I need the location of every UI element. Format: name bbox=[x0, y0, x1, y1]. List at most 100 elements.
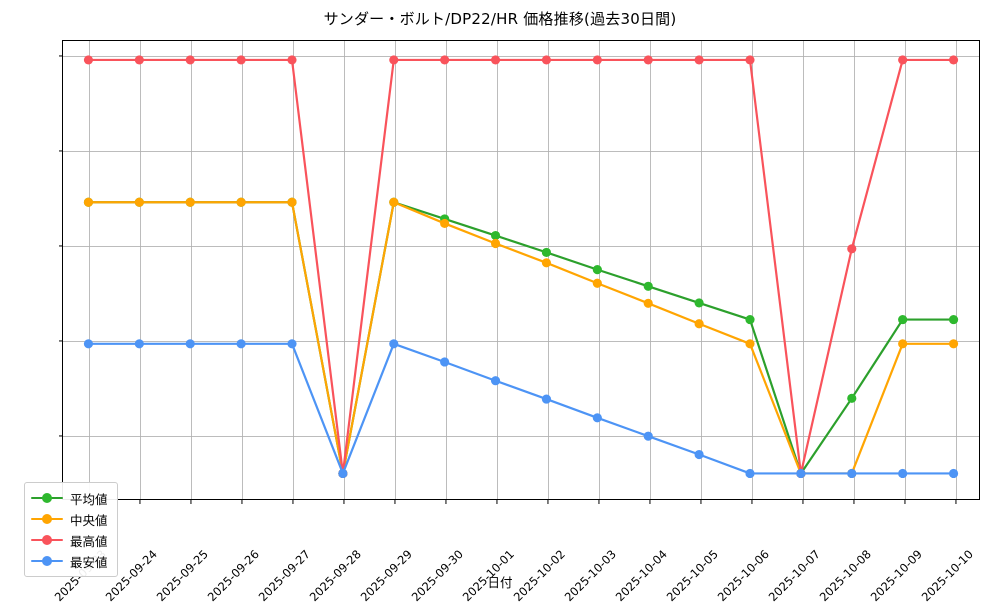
data-point bbox=[83, 197, 94, 207]
data-point bbox=[287, 197, 297, 207]
data-point bbox=[185, 55, 195, 65]
y-axis-tick-mark bbox=[58, 435, 63, 437]
x-axis-tick-mark bbox=[954, 499, 957, 504]
gridline-vertical bbox=[649, 41, 651, 499]
data-point bbox=[185, 197, 195, 207]
legend-item-3[interactable]: 最高値 bbox=[31, 530, 108, 550]
data-point bbox=[643, 281, 653, 291]
data-point bbox=[83, 339, 94, 349]
data-point bbox=[134, 197, 144, 207]
data-point bbox=[898, 55, 908, 65]
data-point bbox=[592, 55, 602, 65]
data-point bbox=[745, 55, 755, 65]
data-point bbox=[948, 339, 959, 349]
chart-legend: 平均値中央値最高値最安値 bbox=[24, 482, 118, 577]
data-point bbox=[847, 468, 857, 479]
gridline-vertical bbox=[598, 41, 600, 499]
data-point bbox=[694, 55, 704, 65]
data-point bbox=[847, 468, 857, 479]
series-4 bbox=[83, 339, 959, 479]
data-point bbox=[694, 449, 704, 460]
data-point bbox=[134, 339, 144, 349]
legend-marker-icon bbox=[31, 533, 63, 547]
y-axis-tick-mark bbox=[58, 150, 63, 152]
gridline-vertical bbox=[343, 41, 345, 499]
y-axis-tick-mark bbox=[58, 55, 63, 57]
series-layer bbox=[83, 55, 959, 479]
data-point bbox=[592, 278, 602, 288]
data-point bbox=[287, 197, 297, 207]
x-axis-tick-mark bbox=[597, 499, 600, 504]
plot-area: 300035004000450050002025-09-232025-09-24… bbox=[51, 40, 980, 604]
data-point bbox=[389, 197, 399, 207]
data-point bbox=[389, 197, 399, 207]
legend-item-2[interactable]: 中央値 bbox=[31, 509, 108, 529]
x-axis-tick-mark bbox=[546, 499, 549, 504]
data-point bbox=[490, 55, 501, 65]
gridline-horizontal bbox=[63, 246, 979, 248]
legend-item-4[interactable]: 最安値 bbox=[31, 551, 108, 571]
data-point bbox=[898, 468, 908, 479]
series-2 bbox=[83, 197, 959, 479]
data-point bbox=[898, 315, 908, 325]
data-point bbox=[236, 339, 246, 349]
gridline-vertical bbox=[955, 41, 957, 499]
gridline-vertical bbox=[88, 41, 90, 499]
legend-marker-icon bbox=[31, 512, 63, 526]
gridline-horizontal bbox=[63, 56, 979, 58]
data-point bbox=[440, 218, 450, 229]
legend-item-label: 最安値 bbox=[70, 554, 108, 570]
data-point bbox=[948, 468, 959, 479]
gridline-vertical bbox=[802, 41, 804, 499]
data-point bbox=[440, 357, 450, 367]
data-point bbox=[796, 468, 806, 479]
gridline-vertical bbox=[496, 41, 498, 499]
gridline-vertical bbox=[139, 41, 141, 499]
data-point bbox=[338, 468, 348, 479]
grid-layer bbox=[63, 41, 979, 499]
x-axis-label: 日付 bbox=[487, 575, 513, 590]
data-point bbox=[796, 468, 806, 479]
data-point bbox=[287, 55, 297, 65]
data-point bbox=[541, 258, 552, 268]
gridline-vertical bbox=[292, 41, 294, 499]
x-axis-tick-mark bbox=[852, 499, 855, 504]
series-line bbox=[87, 342, 955, 475]
data-point bbox=[490, 238, 501, 249]
data-point bbox=[440, 214, 450, 224]
series-1 bbox=[83, 197, 959, 479]
data-point bbox=[898, 339, 908, 349]
gridline-vertical bbox=[241, 41, 243, 499]
data-point bbox=[236, 197, 246, 207]
x-axis-tick-mark bbox=[903, 499, 906, 504]
gridline-vertical bbox=[853, 41, 855, 499]
data-point bbox=[796, 468, 806, 479]
x-axis-tick-mark bbox=[648, 499, 651, 504]
data-point bbox=[389, 55, 399, 65]
data-point bbox=[592, 413, 602, 423]
data-point bbox=[948, 55, 959, 65]
gridline-vertical bbox=[904, 41, 906, 499]
gridline-horizontal bbox=[63, 151, 979, 153]
data-point bbox=[490, 376, 501, 386]
legend-item-1[interactable]: 平均値 bbox=[31, 488, 108, 508]
data-point bbox=[83, 55, 94, 65]
y-axis-tick-mark bbox=[58, 340, 63, 342]
data-point bbox=[134, 55, 144, 65]
legend-item-label: 中央値 bbox=[70, 512, 108, 528]
data-point bbox=[643, 298, 653, 308]
x-axis-tick-mark bbox=[750, 499, 753, 504]
gridline-vertical bbox=[394, 41, 396, 499]
x-axis-tick-mark bbox=[495, 499, 498, 504]
data-point bbox=[745, 468, 755, 479]
x-axis-tick-mark bbox=[801, 499, 804, 504]
legend-item-label: 最高値 bbox=[70, 533, 108, 549]
series-3 bbox=[83, 55, 959, 479]
data-point bbox=[287, 339, 297, 349]
data-point bbox=[185, 339, 195, 349]
data-point bbox=[948, 315, 959, 325]
gridline-vertical bbox=[190, 41, 192, 499]
x-axis-tick-mark bbox=[240, 499, 243, 504]
data-point bbox=[541, 55, 552, 65]
